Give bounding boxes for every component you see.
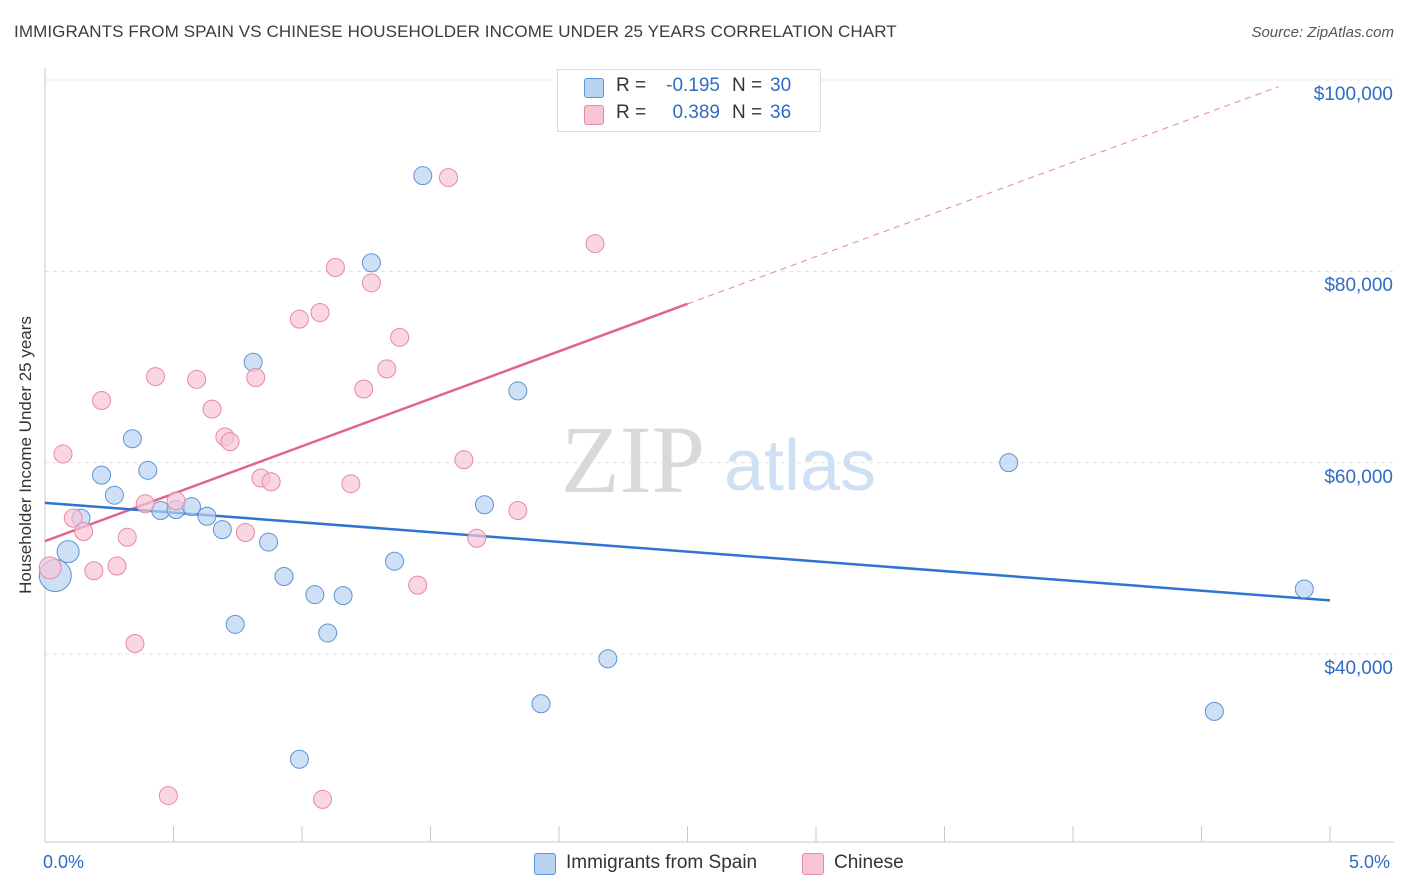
point-chinese xyxy=(508,501,528,520)
bottom-legend-label-chinese: Chinese xyxy=(834,852,904,873)
point-spain xyxy=(274,567,294,587)
point-chinese xyxy=(135,494,155,514)
trend-line-spain xyxy=(44,501,1331,602)
point-chinese xyxy=(125,633,145,653)
x-tick-label-min: 0.0% xyxy=(43,852,85,872)
legend-swatch-chinese xyxy=(584,105,604,125)
point-spain xyxy=(531,694,551,714)
point-chinese xyxy=(289,309,309,329)
point-chinese xyxy=(117,527,137,547)
legend-n-label: N = xyxy=(732,102,763,123)
point-chinese xyxy=(438,168,458,188)
point-chinese xyxy=(158,786,178,806)
legend-r-label: R = xyxy=(616,102,647,123)
legend-n-label: N = xyxy=(732,75,763,96)
correlation-legend: R = -0.195 N = 30 R = 0.389 N = 36 xyxy=(557,69,821,132)
point-chinese xyxy=(341,474,361,494)
point-spain xyxy=(508,381,528,401)
point-spain xyxy=(413,166,433,186)
point-spain xyxy=(598,649,618,669)
bottom-legend-label-spain: Immigrants from Spain xyxy=(566,852,758,873)
point-chinese xyxy=(585,234,605,254)
point-spain xyxy=(1294,579,1314,599)
point-chinese xyxy=(92,390,112,410)
point-spain xyxy=(259,532,279,552)
point-spain xyxy=(305,585,325,605)
y-tick-label: $40,000 xyxy=(1324,658,1393,679)
axes xyxy=(44,68,1394,843)
point-spain xyxy=(122,429,142,449)
trend-lines xyxy=(44,86,1331,602)
point-spain xyxy=(212,520,232,540)
point-spain xyxy=(333,586,353,606)
legend-r-label: R = xyxy=(616,75,647,96)
point-chinese xyxy=(84,561,104,581)
point-chinese xyxy=(310,302,330,322)
point-chinese xyxy=(261,472,281,492)
bottom-legend-swatch-chinese xyxy=(802,853,824,875)
legend-r-value-chinese: 0.389 xyxy=(672,102,720,123)
point-chinese xyxy=(202,399,222,419)
point-spain xyxy=(999,453,1019,473)
point-spain xyxy=(318,623,338,643)
legend-n-value-spain: 30 xyxy=(770,75,792,96)
point-chinese xyxy=(187,369,207,389)
point-chinese xyxy=(166,491,186,511)
point-chinese xyxy=(74,522,94,542)
point-spain xyxy=(138,460,158,480)
point-chinese xyxy=(246,368,266,388)
point-chinese xyxy=(361,273,381,293)
trend-line-chinese-extension xyxy=(687,86,1279,305)
point-chinese xyxy=(390,327,410,347)
point-chinese xyxy=(146,367,166,387)
legend-n-value-chinese: 36 xyxy=(770,102,792,123)
point-chinese xyxy=(220,432,240,452)
point-spain xyxy=(225,614,245,634)
point-chinese xyxy=(377,359,397,379)
point-chinese xyxy=(325,258,345,278)
point-chinese xyxy=(107,556,127,576)
point-chinese xyxy=(408,575,428,595)
data-points xyxy=(38,166,1314,809)
point-chinese xyxy=(454,450,474,470)
y-tick-label: $80,000 xyxy=(1324,275,1393,297)
point-spain xyxy=(197,506,217,526)
point-spain xyxy=(92,465,112,485)
point-spain xyxy=(385,551,405,571)
point-spain xyxy=(289,749,309,769)
point-chinese xyxy=(63,508,83,528)
point-spain xyxy=(1204,701,1224,721)
x-tick-label-max: 5.0% xyxy=(1349,852,1391,872)
point-spain xyxy=(56,540,80,564)
source-credit: Source: ZipAtlas.com xyxy=(1251,24,1394,41)
y-tick-label: $60,000 xyxy=(1324,466,1393,488)
point-chinese xyxy=(354,379,374,399)
legend-r-value-spain: -0.195 xyxy=(666,75,720,96)
point-chinese xyxy=(235,523,255,543)
y-tick-label: $100,000 xyxy=(1313,84,1393,105)
point-chinese xyxy=(313,789,333,809)
point-chinese xyxy=(467,528,487,548)
point-spain xyxy=(361,253,381,273)
point-spain xyxy=(474,495,494,515)
bottom-legend-swatch-spain xyxy=(534,853,556,875)
point-chinese xyxy=(53,444,73,464)
watermark-atlas: atlas xyxy=(724,426,876,506)
point-chinese xyxy=(38,556,62,580)
legend-swatch-spain xyxy=(584,78,604,98)
watermark-zip: ZIP xyxy=(561,406,705,513)
point-spain xyxy=(104,485,124,505)
chart-title: IMMIGRANTS FROM SPAIN VS CHINESE HOUSEHO… xyxy=(14,22,897,41)
